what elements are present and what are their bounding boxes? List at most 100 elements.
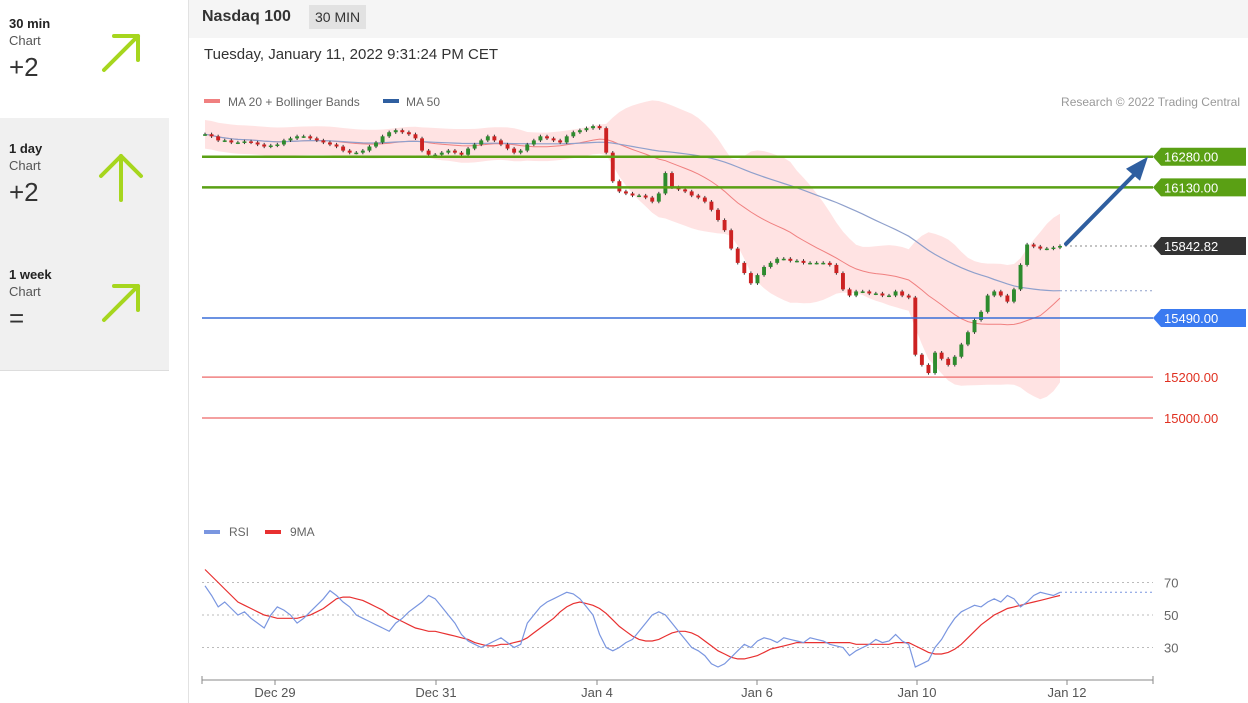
candle-body (893, 291, 898, 296)
candle (499, 138, 503, 147)
candle-body (281, 140, 286, 145)
rsi-ma-legend-label: 9MA (290, 525, 315, 539)
candle-body (295, 136, 300, 139)
candle (222, 138, 227, 143)
candle (794, 259, 799, 263)
candle (288, 136, 293, 143)
candle-body (709, 201, 714, 210)
sidebar-item-30min[interactable]: 30 min Chart +2 (0, 0, 169, 127)
candle (1025, 242, 1030, 267)
candle-body (637, 195, 642, 198)
candle (387, 130, 392, 138)
candle-body (775, 258, 780, 263)
candle-body (623, 191, 628, 194)
candle-body (650, 197, 655, 202)
candle (992, 289, 997, 298)
sidebar-item-timeframe: 1 day (9, 141, 43, 156)
candle (584, 126, 589, 132)
candle (939, 351, 944, 361)
candle (393, 128, 398, 134)
candle-body (499, 140, 503, 145)
candle-body (288, 138, 293, 141)
candles (203, 124, 1062, 375)
candle (262, 142, 267, 149)
candle (281, 138, 286, 147)
candle (235, 140, 240, 145)
x-tick-label: Jan 10 (897, 685, 936, 700)
candle (867, 289, 872, 296)
candle-body (209, 134, 214, 137)
candle-body (518, 150, 523, 153)
candle (893, 289, 898, 298)
candle-body (1038, 246, 1043, 249)
candle (492, 134, 497, 143)
candle-body (643, 195, 648, 198)
ma50-legend-swatch (383, 99, 399, 103)
candle-body (235, 142, 240, 144)
candle (854, 289, 859, 298)
sidebar-item-score: = (9, 303, 25, 333)
candle (1038, 244, 1043, 251)
candle-body (683, 189, 688, 192)
candle (630, 191, 635, 198)
candle (466, 146, 471, 157)
candle (564, 134, 569, 145)
candle-body (867, 291, 872, 294)
candle (998, 289, 1003, 298)
sidebar-item-1week[interactable]: 1 week Chart = (0, 244, 169, 371)
candle (841, 271, 845, 292)
candle-body (479, 140, 484, 145)
candle (420, 136, 424, 153)
candle (255, 140, 260, 147)
bollinger-bands (204, 100, 1061, 400)
candle (347, 148, 352, 155)
candle (709, 200, 714, 212)
candle-body (426, 150, 431, 155)
candle (663, 171, 668, 196)
candle (860, 289, 865, 294)
last-price-label: 15842.82 (1164, 239, 1218, 254)
candle-body (722, 220, 727, 231)
candle-body (762, 266, 766, 276)
candle-body (716, 209, 720, 220)
candle (249, 139, 253, 145)
candle (716, 208, 720, 222)
candle-body (696, 195, 701, 198)
sidebar-item-1day[interactable]: 1 day Chart +2 (0, 118, 169, 245)
candle (446, 148, 451, 155)
candle (328, 140, 332, 147)
candle-body (374, 142, 378, 147)
level-tag (1153, 308, 1246, 327)
candle (268, 143, 273, 149)
candle-body (512, 148, 517, 153)
candle-body (216, 136, 221, 141)
candle-body (952, 356, 957, 365)
candle-body (880, 293, 885, 296)
candle-body (854, 291, 859, 296)
candle (413, 132, 418, 140)
candle (933, 351, 937, 375)
candle (1058, 244, 1062, 250)
candle-body (768, 262, 773, 267)
candle (591, 124, 595, 130)
candle-body (367, 146, 372, 151)
arrow-up-right-icon (102, 284, 140, 322)
candle-body (446, 150, 451, 153)
candle-body (268, 145, 273, 148)
candle (656, 191, 661, 204)
candle-body (926, 364, 931, 374)
candle-body (262, 144, 267, 147)
timestamp: Tuesday, January 11, 2022 9:31:24 PM CET (204, 46, 499, 63)
candle-body (873, 293, 878, 295)
chart-header: Nasdaq 100 30 MIN (189, 0, 1248, 38)
candle (755, 273, 760, 285)
candle-body (834, 264, 839, 274)
candle-body (755, 275, 760, 284)
candle-body (610, 152, 615, 182)
candle-body (1005, 295, 1010, 302)
candle (577, 128, 582, 134)
interval-badge[interactable]: 30 MIN (309, 5, 367, 29)
candle-body (420, 138, 424, 151)
candle-body (564, 136, 569, 143)
last-price-tag (1153, 236, 1246, 255)
